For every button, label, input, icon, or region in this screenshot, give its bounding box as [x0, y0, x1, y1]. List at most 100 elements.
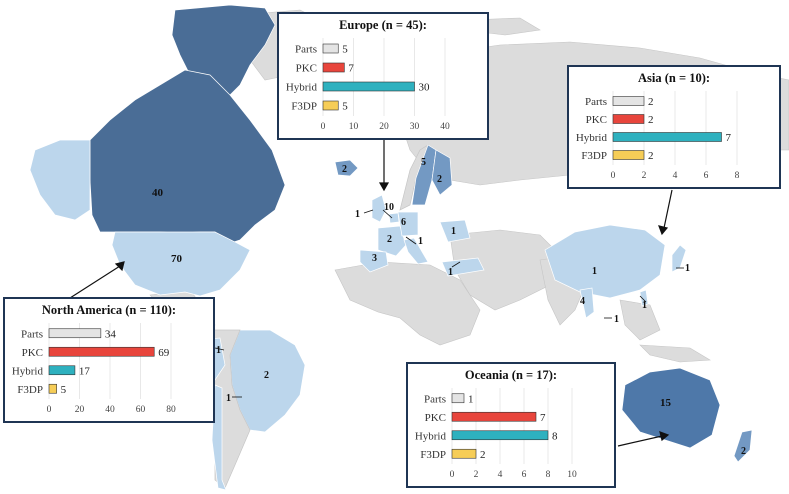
new-zealand-shape	[733, 429, 753, 463]
count-peru: 1	[216, 345, 221, 356]
chart-asia-tick-label: 2	[642, 171, 647, 181]
chart-north-america-bar-pkc	[48, 346, 155, 357]
count-brazil: 2	[264, 370, 269, 381]
chart-europe: Europe (n = 45): 0 10 20 30 40 Parts 5 PKC 7 Hybri…	[277, 12, 489, 140]
chart-europe-bar-hybrid	[322, 81, 415, 92]
pointer-uk	[363, 209, 374, 214]
chart-asia-bar-hybrid	[612, 132, 722, 142]
chart-north-america-value-f3dp: 5	[61, 384, 67, 396]
chart-oceania-bar-pkc	[451, 411, 537, 422]
chile-shape	[211, 384, 227, 491]
chart-asia-category-hybrid: Hybrid	[576, 132, 608, 144]
chart-europe-tick-label: 40	[440, 122, 450, 132]
arrow-europe-head	[378, 182, 390, 192]
chart-oceania-bar-parts	[451, 393, 465, 404]
france-shape	[377, 225, 407, 257]
land-indonesia	[639, 344, 711, 363]
count-finland: 2	[437, 174, 442, 185]
chart-asia: Asia (n = 10): 0 2 4 6 8 Parts 2 PKC 2 Hybrid 7 F3DP…	[567, 65, 781, 189]
chart-oceania-bar-hybrid	[451, 430, 549, 441]
count-vietnam: 1	[614, 314, 619, 325]
chart-oceania-tick-label: 6	[522, 470, 527, 480]
arrow-north-america	[69, 265, 121, 299]
count-australia: 15	[660, 397, 672, 409]
chart-europe-category-pkc: PKC	[296, 63, 317, 75]
chart-oceania-tick-label: 2	[474, 470, 479, 480]
china-shape	[544, 224, 666, 299]
chart-oceania-tick-label: 8	[546, 470, 551, 480]
chart-north-america-category-pkc: PKC	[22, 347, 43, 359]
count-iceland: 2	[342, 164, 347, 175]
chart-asia-tick-label: 4	[673, 171, 678, 181]
chart-asia-bar-f3dp	[612, 150, 645, 160]
chart-europe-tick-label: 30	[410, 122, 420, 132]
chart-north-america-tick-label: 20	[75, 405, 85, 415]
arrow-asia	[663, 189, 673, 229]
count-china: 1	[592, 266, 597, 277]
chart-oceania-tick-label: 0	[450, 470, 455, 480]
count-germany: 6	[401, 217, 406, 228]
chart-asia-bar-parts	[612, 96, 645, 106]
count-new-zealand: 2	[741, 446, 746, 457]
pointer-italy	[405, 236, 417, 245]
chart-north-america-category-f3dp: F3DP	[17, 384, 43, 396]
chart-asia-value-parts: 2	[648, 96, 654, 108]
count-poland: 1	[451, 226, 456, 237]
finland-shape	[431, 149, 453, 196]
count-myanmar: 4	[580, 296, 585, 307]
chart-oceania: Oceania (n = 17): 0 2 4 6 8 10 Parts 1 PKC 7 Hybrid…	[406, 362, 616, 488]
chart-europe-category-parts: Parts	[295, 44, 317, 56]
chart-asia-title: Asia (n = 10):	[638, 71, 710, 85]
chart-north-america-value-pkc: 69	[158, 347, 170, 359]
chart-europe-value-parts: 5	[342, 44, 348, 56]
chart-oceania-category-pkc: PKC	[425, 412, 446, 424]
chart-asia-category-parts: Parts	[585, 96, 607, 108]
germany-shape	[397, 211, 419, 237]
uk-shape	[371, 194, 387, 223]
chart-europe-value-f3dp: 5	[342, 101, 348, 113]
italy-shape	[403, 237, 429, 265]
count-sweden: 5	[421, 157, 426, 168]
chart-oceania-category-f3dp: F3DP	[420, 449, 446, 461]
chart-asia-category-pkc: PKC	[586, 114, 607, 126]
chart-north-america-bar-f3dp	[48, 383, 57, 394]
chart-oceania-title: Oceania (n = 17):	[465, 368, 557, 382]
land-africa	[334, 261, 481, 346]
chart-oceania-tick-label: 10	[567, 470, 577, 480]
count-uk: 1	[355, 209, 360, 220]
pointer-netherlands	[382, 209, 393, 219]
chart-oceania-bar-f3dp	[451, 448, 477, 459]
chart-asia-value-hybrid: 7	[726, 132, 732, 144]
chart-oceania-value-hybrid: 8	[552, 430, 558, 442]
chart-asia-tick-label: 8	[735, 171, 740, 181]
count-chile: 1	[226, 393, 231, 404]
chart-europe-value-hybrid: 30	[419, 82, 431, 94]
poland-shape	[439, 219, 471, 243]
count-usa: 70	[171, 253, 183, 265]
australia-shape	[621, 367, 721, 449]
count-japan: 1	[685, 263, 690, 274]
map-count-labels: 40 70 2 2 1 1 5 2 1 10 6 2 3 1 1 1 1 1 4…	[152, 157, 746, 457]
chart-asia-bar-pkc	[612, 114, 645, 124]
myanmar-shape	[579, 287, 595, 319]
turkey-shape	[441, 257, 485, 277]
callout-arrows	[69, 140, 673, 447]
chart-oceania-tick-label: 4	[498, 470, 503, 480]
iceland-shape	[334, 159, 359, 177]
chart-north-america-svg: North America (n = 110): 0 20 40 60 80 Parts 34…	[12, 303, 176, 415]
japan-shape	[671, 244, 687, 273]
chart-europe-category-f3dp: F3DP	[291, 101, 317, 113]
pointer-turkey	[451, 261, 461, 268]
chart-oceania-value-pkc: 7	[540, 412, 546, 424]
chart-north-america-value-hybrid: 17	[79, 365, 91, 377]
chart-north-america-bar-parts	[48, 328, 102, 339]
chart-asia-tick-label: 0	[611, 171, 616, 181]
chart-oceania-category-parts: Parts	[424, 393, 446, 405]
count-spain: 3	[372, 253, 377, 264]
count-philippines: 1	[642, 300, 647, 311]
chart-europe-bar-pkc	[322, 62, 345, 73]
count-canada: 40	[152, 187, 164, 199]
canada-shape	[89, 69, 286, 246]
arrow-asia-head	[658, 225, 669, 236]
chart-oceania-value-f3dp: 2	[480, 449, 486, 461]
